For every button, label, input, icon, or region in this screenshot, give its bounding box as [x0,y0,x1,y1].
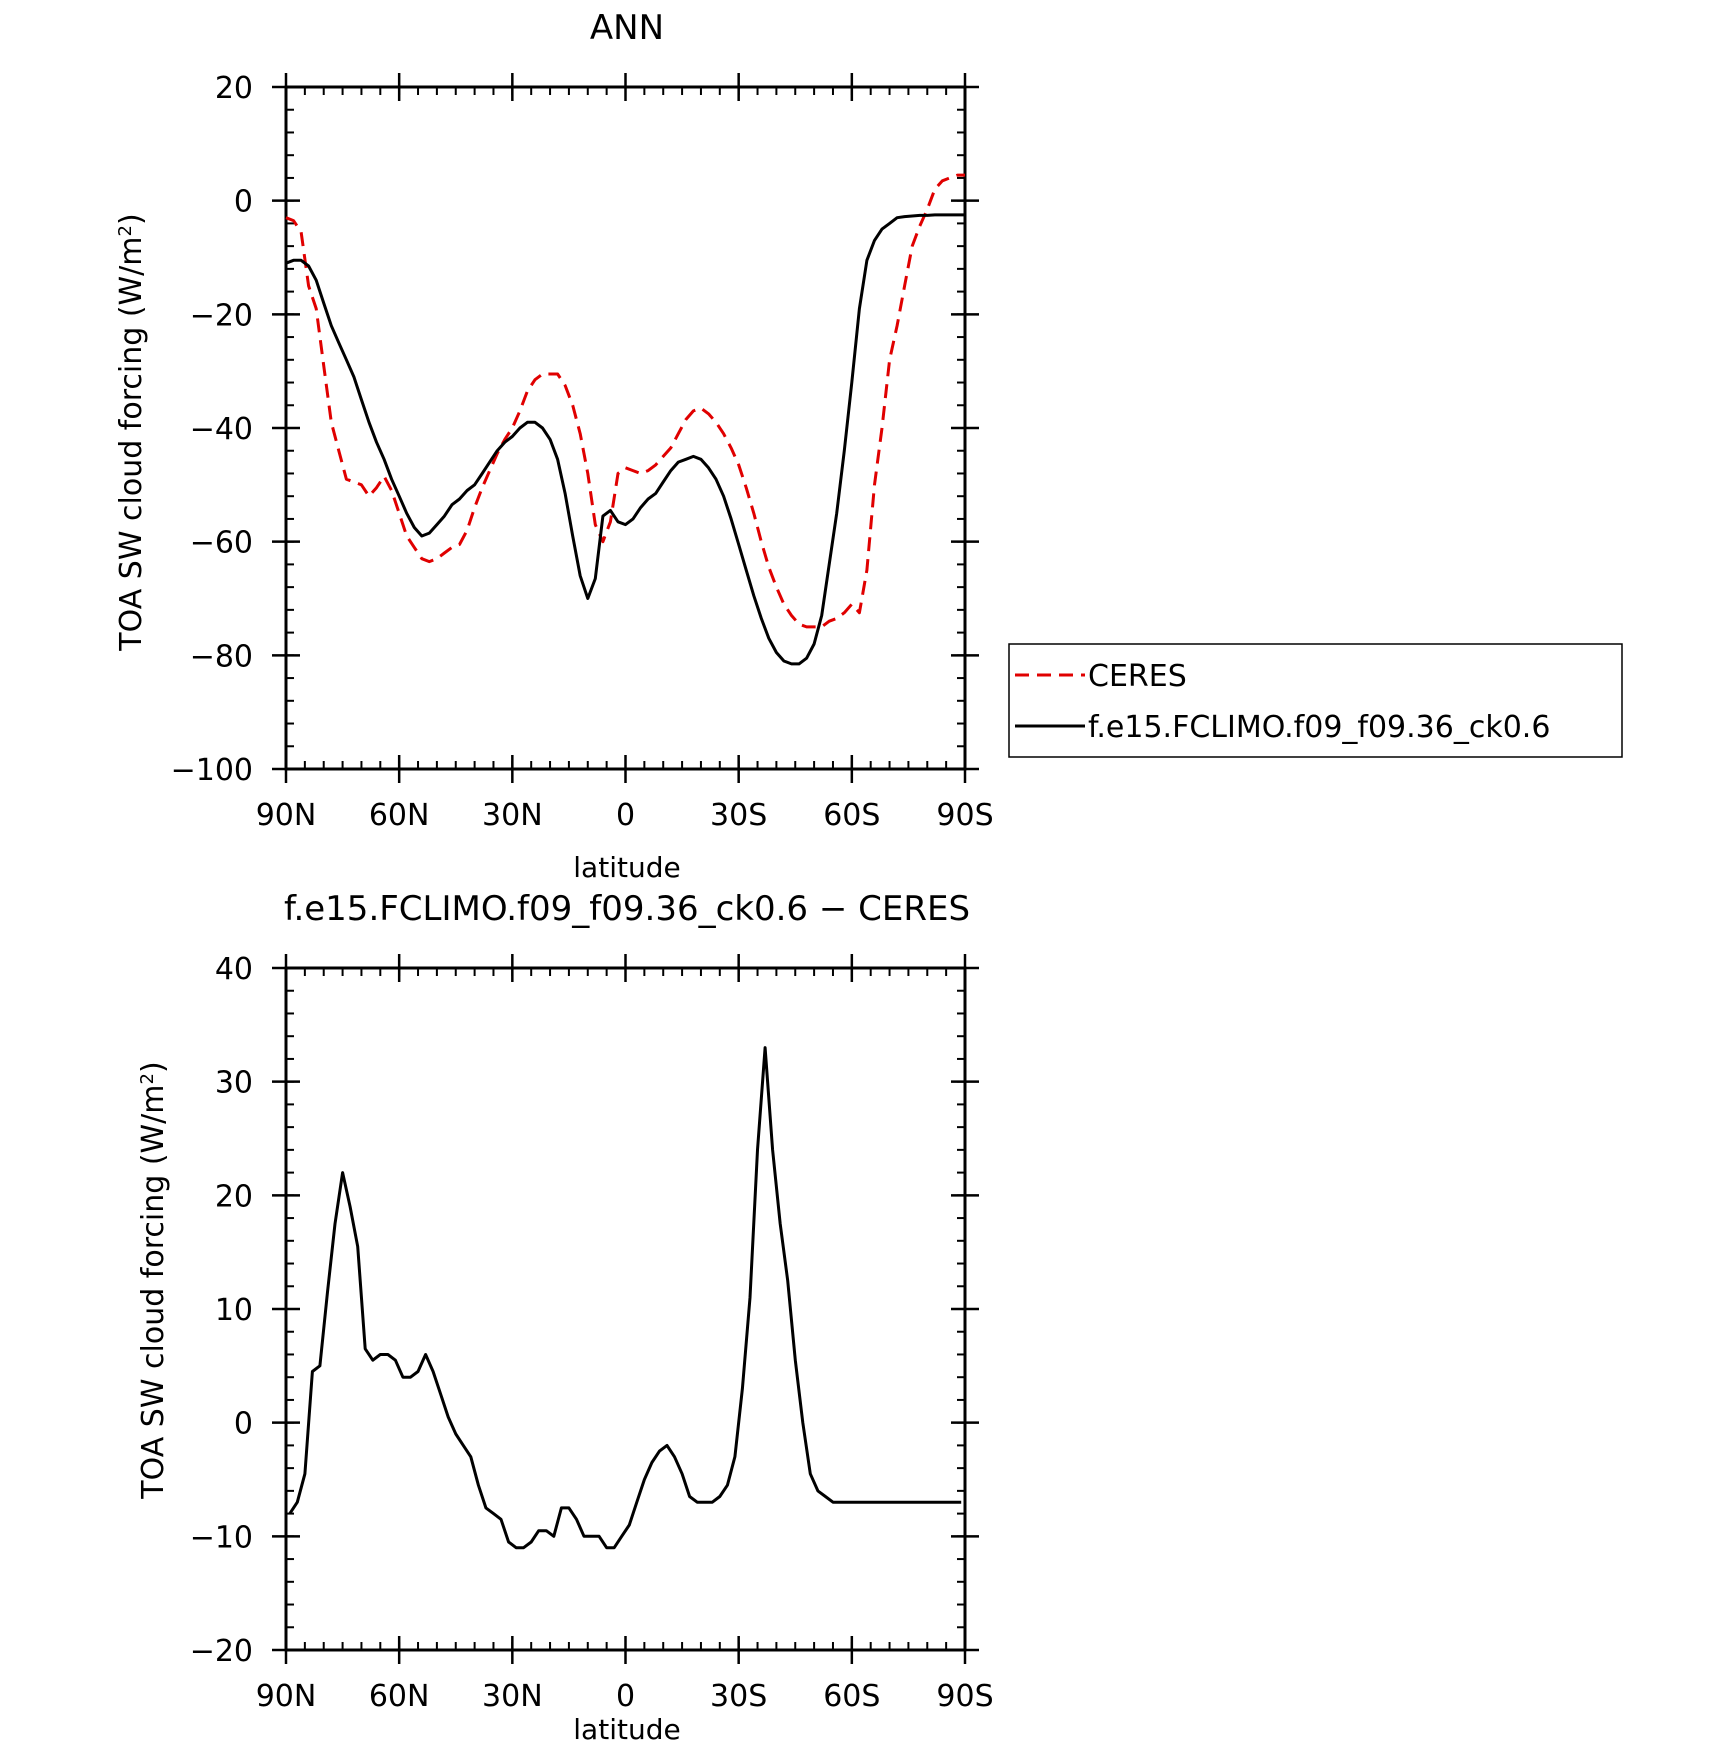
bottom-y-tick-label: −10 [190,1520,253,1555]
bottom-x-tick-label: 60S [823,1679,880,1714]
top-x-tick-label: 60S [823,798,880,833]
legend-box [1008,643,1623,758]
top-y-axis-label: TOA SW cloud forcing (W/m2) [114,213,149,651]
bottom-x-tick-label: 30N [482,1679,543,1714]
bottom-y-tick-label: 40 [215,952,253,987]
bottom-chart-title: f.e15.FCLIMO.f09_f09.36_ck0.6 − CERES [284,889,970,929]
top-x-tick-label: 90N [256,798,317,833]
top-plot-frame [284,85,967,771]
top-x-tick-label: 0 [616,798,635,833]
top-series-line-model [285,213,965,666]
bottom-axis-ticks [272,954,979,1664]
top-axis-ticks [272,73,979,783]
bottom-plot-frame [284,966,967,1652]
top-panel: ANN −100 −80 −60 −40 −20 0 20 90N 60N 30N 0 30S 60S… [114,8,1623,884]
top-y-tick-label: −60 [190,526,253,561]
bottom-series-line-model [288,1046,962,1550]
top-chart-title: ANN [590,8,664,48]
top-y-tick-label: −20 [190,298,253,333]
bottom-y-tick-label: 20 [215,1179,253,1214]
top-x-tick-label: 90S [936,798,993,833]
bottom-y-tick-label: 0 [234,1407,253,1442]
top-series-group [285,173,965,666]
bottom-y-tick-label: 10 [215,1293,253,1328]
bottom-x-axis-label: latitude [573,1713,680,1745]
bottom-panel: f.e15.FCLIMO.f09_f09.36_ck0.6 − CERES −2… [136,889,994,1745]
legend-ceres-label: CERES [1088,659,1187,694]
top-y-tick-label: −80 [190,639,253,674]
top-x-tick-label: 30S [710,798,767,833]
legend: CERES f.e15.FCLIMO.f09_f09.36_ck0.6 [1008,643,1623,758]
bottom-x-tick-label: 60N [369,1679,430,1714]
top-y-tick-label: 0 [234,185,253,220]
bottom-x-tick-label: 90N [256,1679,317,1714]
top-x-tick-labels: 90N 60N 30N 0 30S 60S 90S [256,798,994,833]
legend-model-label: f.e15.FCLIMO.f09_f09.36_ck0.6 [1088,710,1550,745]
bottom-series-group [288,1046,962,1550]
bottom-x-tick-label: 30S [710,1679,767,1714]
bottom-x-tick-labels: 90N 60N 30N 0 30S 60S 90S [256,1679,994,1714]
bottom-y-tick-labels: −20 −10 0 10 20 30 40 [190,952,253,1669]
bottom-y-tick-label: −20 [190,1634,253,1669]
top-y-tick-labels: −100 −80 −60 −40 −20 0 20 [171,71,253,788]
bottom-x-tick-label: 90S [936,1679,993,1714]
bottom-y-tick-label: 30 [215,1066,253,1101]
top-y-tick-label: −100 [171,753,253,788]
top-series-line-ceres [285,173,965,629]
bottom-y-axis-label: TOA SW cloud forcing (W/m2) [136,1061,171,1499]
top-x-tick-label: 60N [369,798,430,833]
top-y-tick-label: 20 [215,71,253,106]
top-x-tick-label: 30N [482,798,543,833]
top-y-tick-label: −40 [190,412,253,447]
top-x-axis-label: latitude [573,851,680,884]
bottom-x-tick-label: 0 [616,1679,635,1714]
